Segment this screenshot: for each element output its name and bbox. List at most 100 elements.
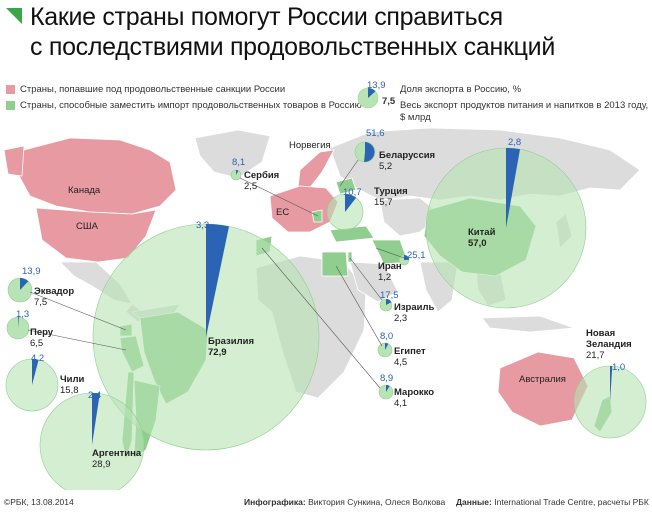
pct-turkey: 10,7 <box>343 187 362 198</box>
title-triangle-icon <box>6 8 22 24</box>
footer-infographic-authors: Виктория Сункина, Олеся Волкова <box>308 497 446 507</box>
pct-peru: 1,3 <box>16 309 30 320</box>
name-brazil: Бразилия <box>208 336 255 347</box>
pct-iran: 25,1 <box>407 250 426 261</box>
footer-copyright: ©РБК, 13.08.2014 <box>4 497 74 507</box>
title-line-1: Какие страны помогут России справиться <box>30 3 503 31</box>
bubble-morocco <box>378 384 394 400</box>
legend-sanctioned-text: Страны, попавшие под продовольственные с… <box>20 84 286 95</box>
world-map <box>3 127 647 490</box>
name-egypt: Египет <box>394 346 426 357</box>
label-australia: Австралия <box>519 374 566 385</box>
value-egypt: 4,5 <box>394 357 408 368</box>
bubble-new-zealand <box>573 365 647 439</box>
norway-shape <box>297 149 335 191</box>
value-brazil: 72,9 <box>208 347 227 358</box>
legend-total-label-2: $ млрд <box>400 112 431 123</box>
egypt-shape <box>321 251 349 277</box>
label-serbia: Сербия 2,5 <box>244 170 279 192</box>
name-new-zealand-2: Зеландия <box>586 339 632 350</box>
serbia-shape <box>311 209 323 223</box>
legend-sanctioned: Страны, попавшие под продовольственные с… <box>6 84 285 95</box>
pct-argentina: 2,4 <box>88 390 102 401</box>
name-peru: Перу <box>30 327 54 338</box>
name-serbia: Сербия <box>244 170 280 181</box>
pct-morocco: 8,9 <box>380 373 394 384</box>
name-ecuador: Эквадор <box>34 286 75 297</box>
legend-replacement: Страны, способные заместить импорт продо… <box>6 100 362 111</box>
usa-shape <box>35 207 157 263</box>
legend-swatch-replacement <box>6 100 15 110</box>
central-asia-shape <box>379 197 441 237</box>
export-bubbles <box>5 141 647 490</box>
value-china: 57,0 <box>468 238 487 249</box>
name-israel: Израиль <box>394 302 435 313</box>
value-belarus: 5,2 <box>379 161 393 172</box>
legend-sample-pct: 13,9 <box>367 80 386 91</box>
label-egypt: Египет 4,5 <box>394 346 426 368</box>
label-china: Китай 57,0 <box>468 227 495 249</box>
canada-shape <box>17 137 177 215</box>
israel-shape <box>347 251 353 263</box>
label-ecuador: Эквадор 7,5 <box>34 286 74 308</box>
bubble-iran <box>398 254 410 266</box>
name-iran: Иран <box>378 261 402 272</box>
pct-egypt: 8,0 <box>380 331 394 342</box>
bubble-brazil <box>92 223 320 451</box>
footer-data: Данные: International Trade Centre, расч… <box>456 497 649 507</box>
label-turkey: Турция 15,7 <box>374 186 408 208</box>
pct-belarus: 51,6 <box>366 128 385 139</box>
indonesia-shape <box>481 315 575 333</box>
label-eu: ЕС <box>276 207 290 218</box>
greenland-shape <box>194 129 271 179</box>
legend-total-label-1: Весь экспорт продуктов питания и напитко… <box>400 100 649 111</box>
bubble-argentina <box>39 392 145 490</box>
value-peru: 6,5 <box>30 338 44 349</box>
legend-swatch-sanctioned <box>6 84 15 94</box>
footer-data-label: Данные: <box>456 497 492 507</box>
footer-infographic-label: Инфографика: <box>244 497 306 507</box>
label-iran: Иран 1,2 <box>378 261 402 283</box>
label-usa: США <box>76 221 98 232</box>
footer-data-sources: International Trade Centre, расчеты РБК <box>494 497 649 507</box>
belarus-shape <box>335 177 357 195</box>
label-norway: Норвегия <box>289 140 331 151</box>
label-brazil: Бразилия 72,9 <box>208 336 254 358</box>
name-argentina: Аргентина <box>92 448 142 459</box>
pct-china: 2,8 <box>508 137 522 148</box>
label-israel: Израиль 2,3 <box>394 302 434 324</box>
bubble-peru <box>6 316 30 340</box>
name-belarus: Беларуссия <box>379 150 436 161</box>
pct-israel: 17,5 <box>380 290 399 301</box>
value-chile: 15,8 <box>60 385 79 396</box>
bubble-egypt <box>377 342 393 358</box>
name-new-zealand-1: Новая <box>586 328 616 339</box>
bubble-turkey <box>326 193 364 231</box>
page-title: Какие страны помогут России справиться с… <box>30 2 555 62</box>
value-serbia: 2,5 <box>244 181 258 192</box>
pct-new-zealand: 1,0 <box>612 362 626 373</box>
name-china: Китай <box>468 227 496 238</box>
value-argentina: 28,9 <box>92 459 111 470</box>
title-line-2: с последствиями продовольственных санкци… <box>30 33 555 61</box>
pct-chile: 4,2 <box>31 353 45 364</box>
arabia-shape <box>349 261 399 303</box>
legend-total-label: Весь экспорт продуктов питания и напитко… <box>400 100 648 124</box>
name-turkey: Турция <box>374 186 408 197</box>
leader-lines <box>27 159 405 389</box>
value-ecuador: 7,5 <box>34 297 48 308</box>
australia-shape <box>497 351 589 427</box>
legend-replacement-text: Страны, способные заместить импорт продо… <box>20 100 362 111</box>
label-new-zealand: Новая Зеландия 21,7 <box>586 328 632 361</box>
name-morocco: Марокко <box>394 387 435 398</box>
pct-brazil: 3,3 <box>196 220 210 231</box>
value-turkey: 15,7 <box>374 197 393 208</box>
pct-serbia: 8,1 <box>232 157 246 168</box>
label-canada: Канада <box>68 185 101 196</box>
bubble-serbia <box>230 169 242 181</box>
bubble-israel <box>379 298 393 312</box>
value-new-zealand: 21,7 <box>586 350 605 361</box>
bubble-belarus <box>354 141 376 163</box>
name-chile: Чили <box>60 374 85 385</box>
legend-sample-value: 7,5 <box>382 96 396 107</box>
